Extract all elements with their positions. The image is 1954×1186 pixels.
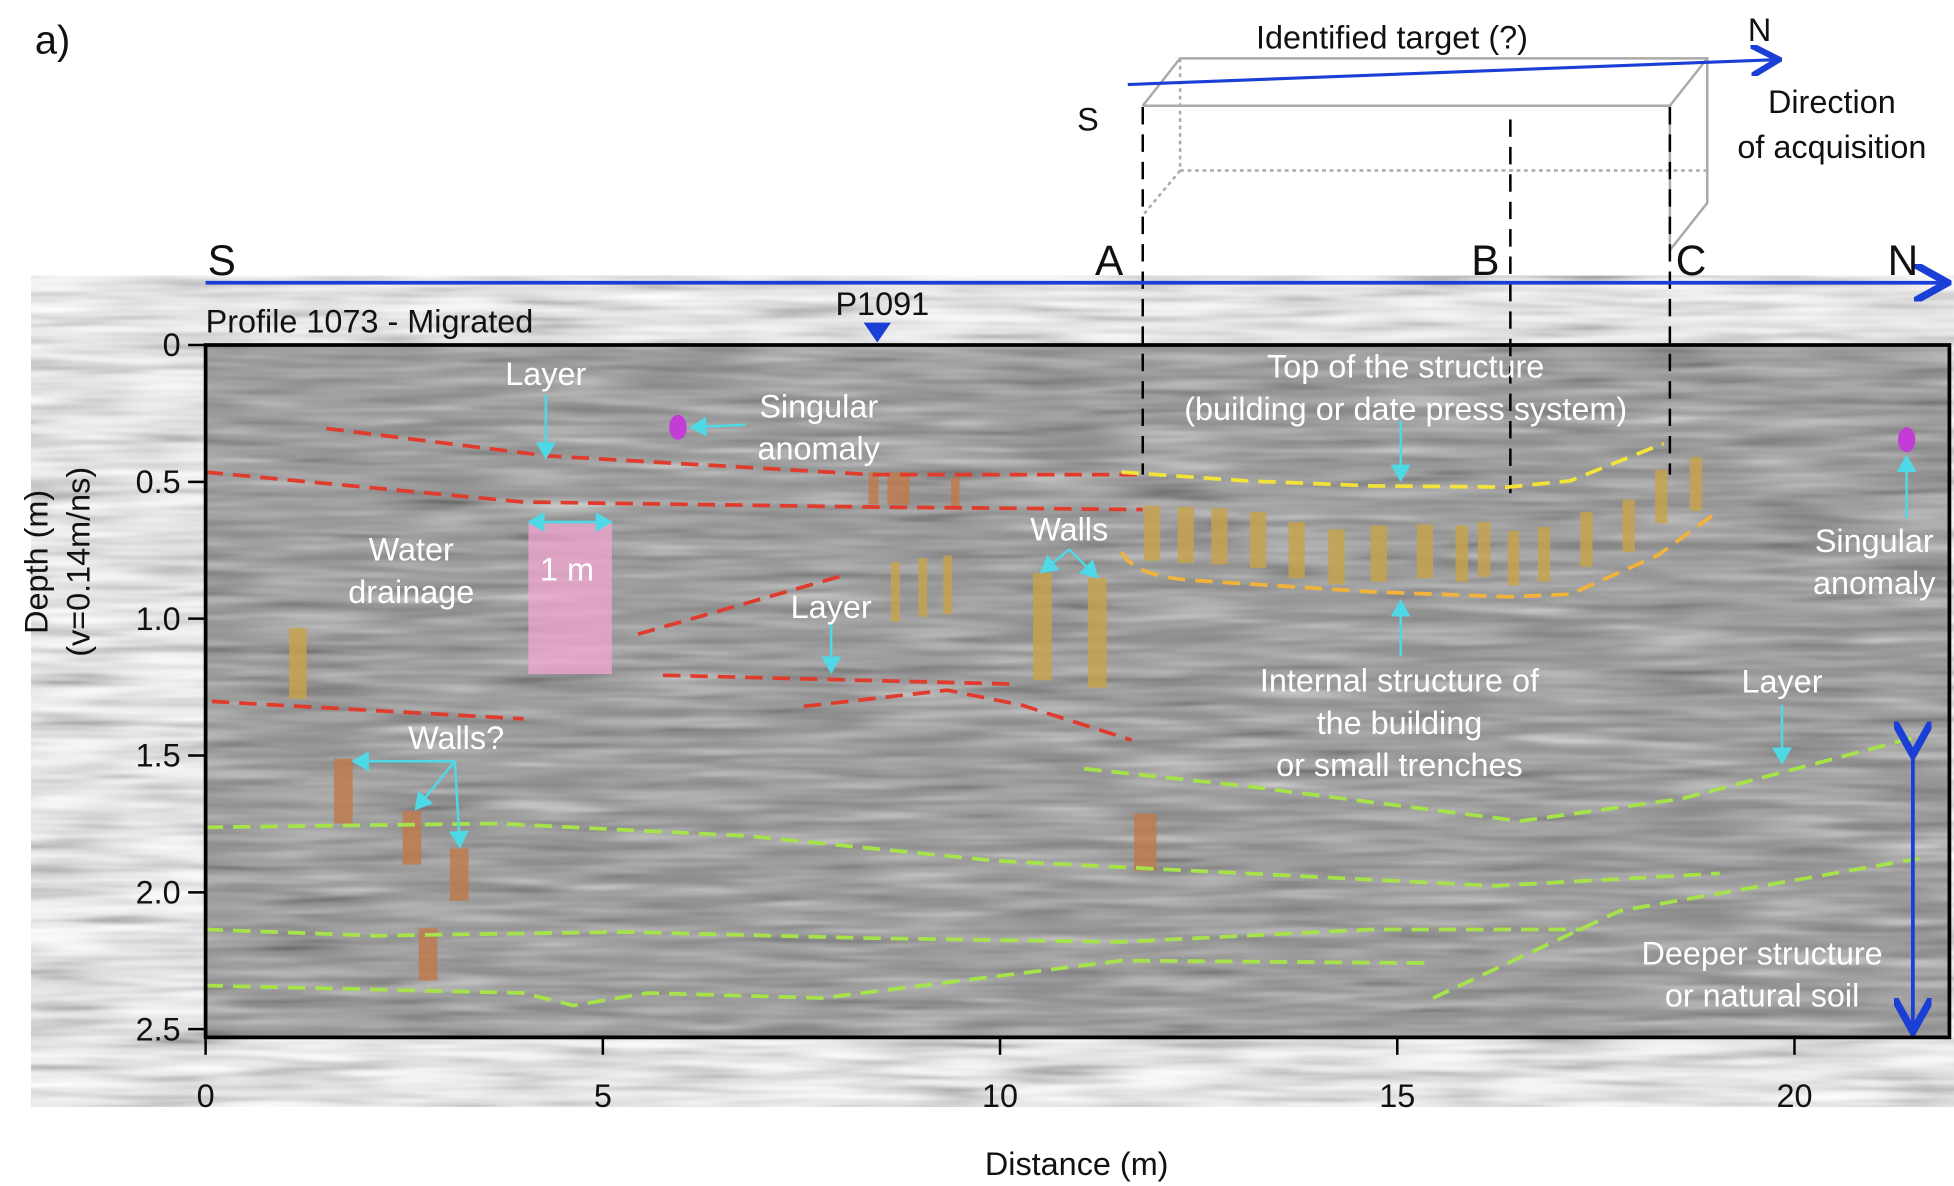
y-tick-label: 0 <box>163 327 181 363</box>
profile-mark: S <box>208 237 236 284</box>
annotation: Layer <box>505 356 586 392</box>
annotation: drainage <box>348 574 474 610</box>
annotation: Singular <box>759 388 878 424</box>
annotation: Layer <box>791 589 872 625</box>
annotation: (building or date press system) <box>1184 391 1627 427</box>
crossing-marker <box>863 322 892 343</box>
direction-label: Direction <box>1768 84 1896 120</box>
annotation: the building <box>1317 705 1483 741</box>
south-label: S <box>1077 102 1099 138</box>
annotation: Singular <box>1815 523 1934 559</box>
y-axis-label: Depth (m) <box>18 490 54 634</box>
profile-mark: N <box>1888 237 1919 284</box>
annotation: Deeper structure <box>1641 935 1882 971</box>
north-label: N <box>1748 12 1771 48</box>
y-tick-label: 1.0 <box>136 601 181 637</box>
profile-mark: C <box>1676 237 1707 284</box>
profile-mark: A <box>1095 237 1124 284</box>
x-axis-label: Distance (m) <box>985 1146 1169 1182</box>
y-tick-label: 2.0 <box>136 875 181 911</box>
profile-mark: B <box>1471 237 1499 284</box>
annotation: 1 m <box>540 552 594 588</box>
annotation: Top of the structure <box>1267 348 1544 384</box>
plot-frame <box>203 343 1952 1040</box>
interpretation <box>205 394 1919 1028</box>
annotation: or small trenches <box>1276 747 1523 783</box>
annotation: Walls <box>1030 512 1108 548</box>
annotation: or natural soil <box>1665 978 1859 1014</box>
y-tick-label: 1.5 <box>136 738 181 774</box>
x-tick-label: 10 <box>982 1078 1018 1114</box>
annotation: anomaly <box>758 431 881 467</box>
y-tick-label: 0.5 <box>136 464 181 500</box>
target-sketch <box>1127 58 1776 252</box>
profile-title: Profile 1073 - Migrated <box>206 304 534 340</box>
x-tick-label: 15 <box>1379 1078 1415 1114</box>
direction-label: of acquisition <box>1737 129 1926 165</box>
annotation: anomaly <box>1813 565 1936 601</box>
annotation: Walls? <box>408 720 504 756</box>
section-lines <box>1141 106 1672 494</box>
annotation: Water <box>369 532 454 568</box>
image-noise <box>205 345 1950 1038</box>
y-tick-label: 2.5 <box>136 1011 181 1047</box>
radargram-image <box>205 345 1950 1038</box>
annotation: Internal structure of <box>1260 662 1540 698</box>
y-axis-label: (v=0.14m/ns) <box>61 467 97 657</box>
crossing-profile: P1091 <box>835 286 929 322</box>
x-tick-label: 5 <box>594 1078 612 1114</box>
x-tick-label: 20 <box>1776 1078 1812 1114</box>
panel-label: a) <box>35 18 70 62</box>
x-tick-label: 0 <box>197 1078 215 1114</box>
target-title: Identified target (?) <box>1256 19 1528 55</box>
annotation: Layer <box>1742 664 1823 700</box>
